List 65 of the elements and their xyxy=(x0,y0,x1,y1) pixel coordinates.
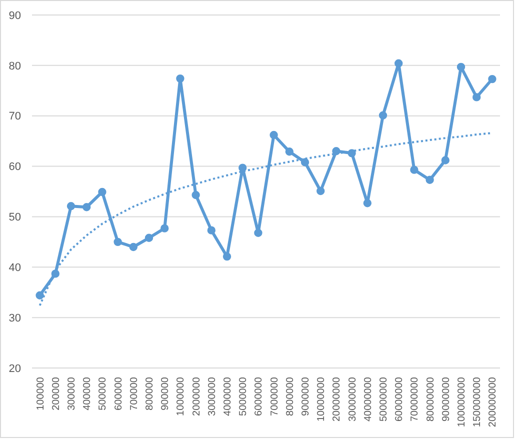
y-tick-label: 20 xyxy=(8,362,21,375)
y-tick-label: 50 xyxy=(8,212,21,224)
x-tick-label: 6000000 xyxy=(254,376,265,416)
x-tick-label: 300000 xyxy=(66,376,78,410)
point xyxy=(316,186,325,196)
point xyxy=(441,156,450,164)
point xyxy=(176,74,184,83)
point xyxy=(472,93,481,102)
x-tick-label: 4000000 xyxy=(222,376,234,416)
point xyxy=(36,291,44,300)
point xyxy=(426,176,434,184)
x-tick-label: 20000000 xyxy=(332,376,343,422)
x-tick-label: 700000 xyxy=(128,376,140,410)
x-tick-label: 200000 xyxy=(50,376,62,410)
x-tick-label: 30000000 xyxy=(347,376,358,422)
x-tick-label: 3000000 xyxy=(206,376,218,416)
x-tick-label: 8000000 xyxy=(284,376,296,416)
x-tick-label: 50000000 xyxy=(378,376,390,422)
point xyxy=(207,226,216,234)
x-tick-label: 600000 xyxy=(113,376,124,410)
x-tick-label: 70000000 xyxy=(410,376,421,422)
x-tick-label: 800000 xyxy=(144,376,156,410)
point xyxy=(254,228,262,237)
x-tick-label: 40000000 xyxy=(362,376,374,422)
point xyxy=(363,199,372,208)
point xyxy=(394,59,403,68)
x-tick-label: 900000 xyxy=(160,376,172,410)
x-tick-label: 150000000 xyxy=(472,376,484,428)
point xyxy=(378,111,388,120)
y-tick-label: 70 xyxy=(8,110,21,123)
x-tick-label: 80000000 xyxy=(425,376,436,422)
x-tick-label: 100000 xyxy=(35,376,46,410)
point xyxy=(144,234,154,242)
x-tick-label: 9000000 xyxy=(300,376,312,416)
x-tick-label: 10000000 xyxy=(316,376,328,422)
point xyxy=(98,188,106,196)
point xyxy=(160,224,169,232)
point xyxy=(285,148,294,156)
y-tick-label: 80 xyxy=(8,60,21,72)
point xyxy=(238,164,247,172)
point xyxy=(300,158,310,166)
x-tick-label: 100000000 xyxy=(456,376,468,428)
point xyxy=(270,130,278,140)
x-tick-label: 500000 xyxy=(98,376,109,410)
point xyxy=(456,62,466,72)
x-tick-label: 2000000 xyxy=(191,376,202,416)
y-tick-label: 60 xyxy=(8,161,21,174)
x-tick-label: 1000000 xyxy=(176,376,187,416)
x-tick-label: 60000000 xyxy=(394,376,406,422)
point xyxy=(114,238,122,246)
point xyxy=(66,202,76,210)
x-tick-label: 200000000 xyxy=(488,376,499,428)
x-tick-label: 5000000 xyxy=(238,376,250,416)
x-tick-label: 400000 xyxy=(82,376,94,410)
x-tick-label: 7000000 xyxy=(269,376,280,416)
point xyxy=(192,190,200,200)
x-tick-label: 90000000 xyxy=(440,376,452,422)
y-tick-label: 40 xyxy=(8,262,21,274)
y-tick-label: 30 xyxy=(8,312,21,324)
point xyxy=(129,242,138,252)
point xyxy=(488,74,496,84)
point xyxy=(222,252,232,261)
point xyxy=(410,166,418,174)
point xyxy=(82,203,91,212)
y-tick-label: 90 xyxy=(8,10,21,22)
